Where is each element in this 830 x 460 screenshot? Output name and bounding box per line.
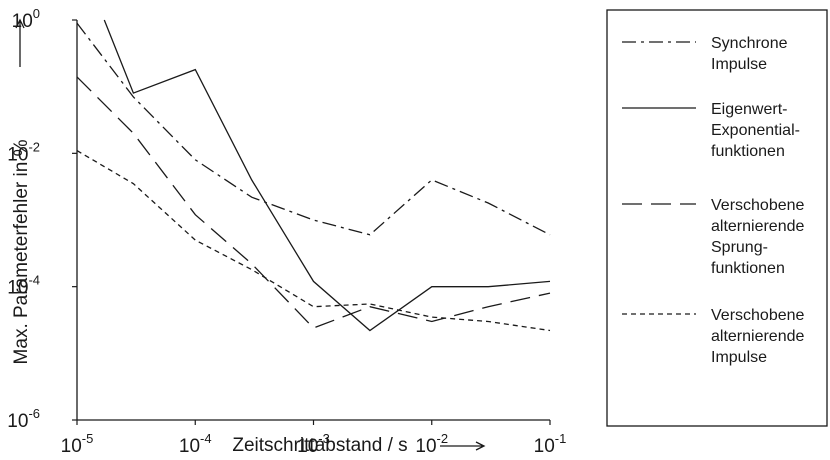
series-line-3 [76,76,551,329]
legend-label: Eigenwert- [711,101,787,118]
legend-label: Exponential- [711,122,800,139]
legend-label: Impulse [711,56,767,73]
legend-label: Impulse [711,349,767,366]
legend-label: Sprung- [711,239,768,256]
legend: Synchrone Impulse Eigenwert- Exponential-fu… [606,9,828,427]
y-tick-label: 10-6 [7,406,40,432]
x-axis-arrow [440,441,486,451]
x-tick-label: 10-5 [61,431,94,457]
y-axis-label: Max. Parameterfehler in % [11,139,32,364]
legend-label: alternierende [711,218,805,235]
legend-box [606,9,828,427]
y-tick-label: 100 [12,6,40,32]
series-line-1 [76,22,551,236]
x-tick-label: 10-1 [534,431,567,457]
x-axis-label: Zeitschrittabstand / s [232,435,407,456]
legend-label: Synchrone [711,35,788,52]
series-line-2 [103,19,551,332]
plot-area [76,19,551,332]
x-tick-label: 10-4 [179,431,212,457]
legend-label: funktionen [711,143,785,160]
legend-label: Verschobene [711,197,805,214]
series-line-4 [76,150,551,332]
x-tick-label: 10-2 [415,431,448,457]
legend-label: alternierende [711,328,805,345]
legend-label: funktionen [711,260,785,277]
y-axis-arrow [15,18,25,67]
legend-label: Verschobene [711,307,805,324]
